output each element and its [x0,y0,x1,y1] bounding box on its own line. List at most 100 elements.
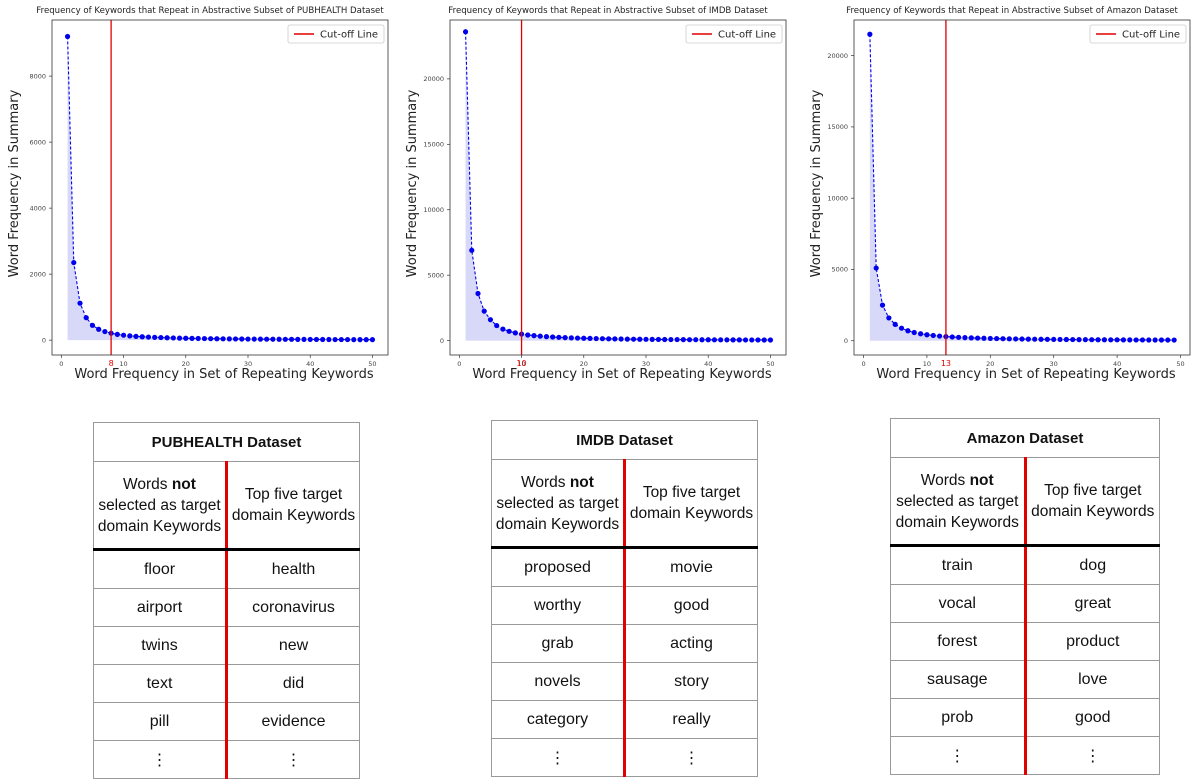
cutoff-label: 10 [516,359,526,368]
data-point [469,247,475,253]
x-tick-label: 40 [306,360,314,368]
top-keyword: good [1024,698,1160,737]
data-point [332,336,338,343]
data-point [693,337,699,343]
not-selected-word: floor [93,549,228,589]
data-point [531,333,537,339]
data-point [643,336,649,342]
x-axis-label: Word Frequency in Set of Repeating Keywo… [472,367,771,382]
x-tick-label: 50 [368,360,376,368]
data-point [1146,337,1152,343]
data-point [1057,336,1063,343]
data-point [239,336,245,342]
legend-label: Cut-off Line [320,30,378,41]
chart-pubhealth: Frequency of Keywords that Repeat in Abs… [7,0,400,390]
not-selected-word: proposed [491,547,626,587]
series-line [465,31,771,341]
data-point [987,335,993,342]
data-point [313,336,320,343]
table-row: ⋮ ⋮ [890,736,1160,775]
table-title: Amazon Dataset [890,418,1160,458]
data-point [924,332,930,338]
top-keyword: product [1024,622,1160,661]
data-point [139,334,145,340]
table-pubhealth: PUBHEALTH Dataset Words not selected as t… [93,422,360,779]
y-tick-label: 20000 [423,75,444,83]
data-point [133,333,139,339]
top-keyword: great [1024,584,1160,623]
table-row: airport coronavirus [93,588,360,627]
not-selected-word: sausage [890,660,1027,699]
y-tick-label: 20000 [827,52,848,60]
data-point [487,317,494,323]
data-point [1114,337,1120,343]
plot-frame [51,19,389,356]
not-selected-word: airport [93,588,228,627]
x-axis-label: Word Frequency in Set of Repeating Keywo… [74,367,373,382]
top-keyword: love [1024,660,1160,699]
column-header-top-five: Top five target domain Keywords [226,461,360,551]
data-point [936,333,943,339]
data-point [581,335,587,341]
data-point [674,336,680,343]
not-selected-word: prob [890,698,1027,737]
table-row: sausage love [890,660,1160,699]
data-point [898,325,905,331]
data-point [525,332,531,338]
data-point [680,337,686,343]
series-line [67,36,373,341]
area-fill [67,36,373,341]
data-point [917,331,924,337]
y-tick-label: 8000 [29,72,46,80]
y-tick-label: 10000 [827,194,848,202]
y-tick-label: 15000 [423,141,444,149]
data-point [282,336,288,342]
data-point [568,335,574,341]
x-tick-label: 10 [517,360,525,368]
data-point [599,336,606,342]
chart-svg: Frequency of Keywords that Repeat in Abs… [809,6,1191,382]
x-tick-label: 50 [1176,360,1184,368]
column-header-not-selected: Words not selected as target domain Keywo… [491,459,626,549]
x-tick-label: 20 [580,360,588,368]
x-tick-label: 40 [1113,360,1121,368]
data-point [574,335,581,341]
y-tick-label: 0 [844,337,848,345]
data-point [562,335,568,341]
x-tick-label: 20 [986,360,994,368]
data-point [550,334,556,340]
y-tick-label: 10000 [423,206,444,214]
top-keyword: story [624,662,758,701]
data-point [930,332,936,339]
data-point [208,336,214,342]
data-point [1000,336,1006,342]
data-point [1044,336,1050,342]
table-row: prob good [890,698,1160,737]
data-point [71,259,77,266]
y-tick-label: 0 [440,337,444,345]
data-point [120,332,127,338]
data-point [618,336,624,342]
data-point [288,336,295,342]
table-row: ⋮ ⋮ [491,738,758,777]
y-tick-label: 2000 [29,270,46,278]
chart-amazon: Frequency of Keywords that Repeat in Abs… [809,0,1202,390]
x-tick-label: 0 [861,360,865,368]
table-row: train dog [890,545,1160,585]
not-selected-word: twins [93,626,228,665]
data-point [911,329,917,336]
data-point [232,336,239,342]
not-selected-word: novels [491,662,626,701]
data-point [755,337,761,343]
column-header-not-selected: Words not selected as target domain Keywo… [890,457,1027,547]
data-point [152,334,158,340]
top-keyword: ⋮ [1024,736,1160,775]
cutoff-label: 13 [941,359,951,368]
data-point [77,300,83,306]
top-keyword: good [624,586,758,625]
data-point [89,322,96,328]
data-point [114,331,120,337]
chart-title: Frequency of Keywords that Repeat in Abs… [846,6,1178,16]
y-tick-label: 4000 [29,204,46,212]
y-tick-label: 6000 [29,138,46,146]
